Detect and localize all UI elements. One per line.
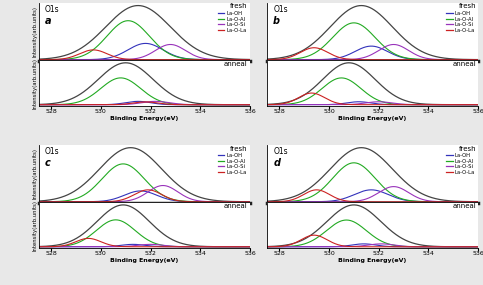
Text: fresh: fresh (230, 3, 248, 9)
Text: O1s: O1s (273, 147, 288, 156)
X-axis label: Binding Energy(eV): Binding Energy(eV) (339, 116, 407, 121)
Text: fresh: fresh (458, 3, 476, 9)
Text: O1s: O1s (273, 5, 288, 14)
Legend: La-OH, La-O-Al, La-O-Si, La-O-La: La-OH, La-O-Al, La-O-Si, La-O-La (217, 152, 247, 176)
Text: anneal: anneal (224, 203, 248, 209)
Y-axis label: Intensity(arb.units): Intensity(arb.units) (32, 6, 37, 57)
Legend: La-OH, La-O-Al, La-O-Si, La-O-La: La-OH, La-O-Al, La-O-Si, La-O-La (217, 10, 247, 34)
Text: a: a (45, 16, 52, 26)
Text: anneal: anneal (452, 61, 476, 67)
Legend: La-OH, La-O-Al, La-O-Si, La-O-La: La-OH, La-O-Al, La-O-Si, La-O-La (445, 10, 476, 34)
Text: O1s: O1s (45, 5, 59, 14)
Text: anneal: anneal (224, 61, 248, 67)
Legend: La-OH, La-O-Al, La-O-Si, La-O-La: La-OH, La-O-Al, La-O-Si, La-O-La (445, 152, 476, 176)
Text: fresh: fresh (458, 146, 476, 152)
Text: fresh: fresh (230, 146, 248, 152)
Text: b: b (273, 16, 280, 26)
Text: anneal: anneal (452, 203, 476, 209)
Y-axis label: Intensity(arb.units): Intensity(arb.units) (32, 200, 37, 251)
Text: O1s: O1s (45, 147, 59, 156)
X-axis label: Binding Energy(eV): Binding Energy(eV) (110, 116, 178, 121)
X-axis label: Binding Energy(eV): Binding Energy(eV) (339, 258, 407, 263)
X-axis label: Binding Energy(eV): Binding Energy(eV) (110, 258, 178, 263)
Y-axis label: Intensity(arb.units): Intensity(arb.units) (32, 58, 37, 109)
Text: d: d (273, 158, 280, 168)
Text: c: c (45, 158, 51, 168)
Y-axis label: Intensity(arb.units): Intensity(arb.units) (32, 148, 37, 200)
